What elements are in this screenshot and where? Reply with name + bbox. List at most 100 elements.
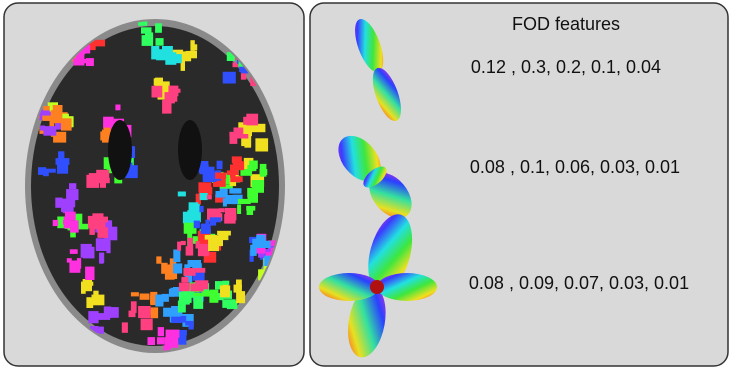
region-pixel [173,263,182,273]
region-pixel [157,337,165,344]
region-pixel [57,163,68,174]
region-pixel [257,235,265,247]
region-pixel [181,241,186,245]
region-pixel [183,268,195,276]
region-pixel [193,275,204,281]
region-pixel [51,110,63,121]
region-pixel [188,260,202,267]
region-pixel [86,58,94,66]
region-pixel [98,217,109,223]
region-pixel [165,337,179,348]
title: FOD features [512,14,620,34]
region-pixel [129,311,136,318]
region-pixel [255,138,268,151]
region-pixel [155,23,162,33]
region-pixel [61,199,66,212]
region-pixel [81,282,93,286]
region-pixel [156,38,164,46]
region-pixel [169,289,174,297]
ventricle [108,120,132,180]
region-pixel [193,296,203,309]
center [370,280,384,294]
region-pixel [151,46,159,59]
lobe [377,273,437,301]
region-pixel [61,118,72,130]
region-pixel [209,290,218,303]
region-pixel [247,207,254,216]
ventricle [178,120,202,180]
region-pixel [215,173,226,179]
region-pixel [198,244,209,256]
region-pixel [171,317,182,323]
region-pixel [102,132,110,142]
region-pixel [165,52,176,65]
region-pixel [223,72,236,84]
region-pixel [69,261,80,273]
region-pixel [247,165,256,171]
region-pixel [156,256,161,263]
region-pixel [178,334,186,345]
region-pixel [177,242,181,251]
region-pixel [194,221,200,229]
region-pixel [89,173,102,180]
region-pixel [98,313,110,320]
region-pixel [40,126,45,131]
region-pixel [43,126,56,136]
region-pixel [200,193,208,200]
region-pixel [138,306,151,318]
region-pixel [229,188,241,193]
region-pixel [201,224,211,234]
region-pixel [181,277,188,283]
region-pixel [260,164,267,177]
region-pixel [205,235,217,240]
region-pixel [186,246,194,255]
feature-row: 0.08 , 0.1, 0.06, 0.03, 0.01 [470,157,680,177]
region-pixel [208,238,219,251]
region-pixel [207,195,212,199]
region-pixel [88,311,98,323]
region-pixel [230,176,242,182]
region-pixel [210,217,221,222]
region-pixel [63,220,69,224]
region-pixel [189,202,199,213]
region-pixel [186,51,197,58]
region-pixel [158,327,164,336]
region-pixel [178,192,186,197]
region-pixel [199,206,203,212]
region-pixel [223,285,229,292]
region-pixel [99,253,104,263]
region-pixel [145,32,153,42]
region-pixel [43,106,49,111]
region-pixel [238,199,251,204]
region-pixel [237,205,241,215]
figure: FOD features 0.12 , 0.3, 0.2, 0.1, 0.04 … [0,0,731,369]
region-pixel [45,169,56,173]
region-pixel [168,86,178,97]
region-pixel [148,337,156,345]
region-pixel [227,170,239,175]
region-pixel [222,281,229,285]
region-pixel [224,214,235,224]
feature-row: 0.12 , 0.3, 0.2, 0.1, 0.04 [471,57,661,77]
region-pixel [141,319,153,331]
region-pixel [236,280,242,289]
region-pixel [89,224,95,235]
region-pixel [140,294,150,300]
region-pixel [243,117,251,125]
region-pixel [233,161,244,170]
region-pixel [181,316,186,323]
region-pixel [173,250,180,263]
region-pixel [189,323,194,329]
region-pixel [81,244,92,258]
region-pixel [193,44,197,50]
region-pixel [236,291,245,303]
region-pixel [122,322,128,332]
region-pixel [69,183,76,189]
region-pixel [86,297,93,308]
region-pixel [217,161,223,170]
region-pixel [207,167,215,179]
region-pixel [53,220,59,226]
region-pixel [227,301,238,309]
region-pixel [115,105,120,111]
region-pixel [220,189,228,198]
